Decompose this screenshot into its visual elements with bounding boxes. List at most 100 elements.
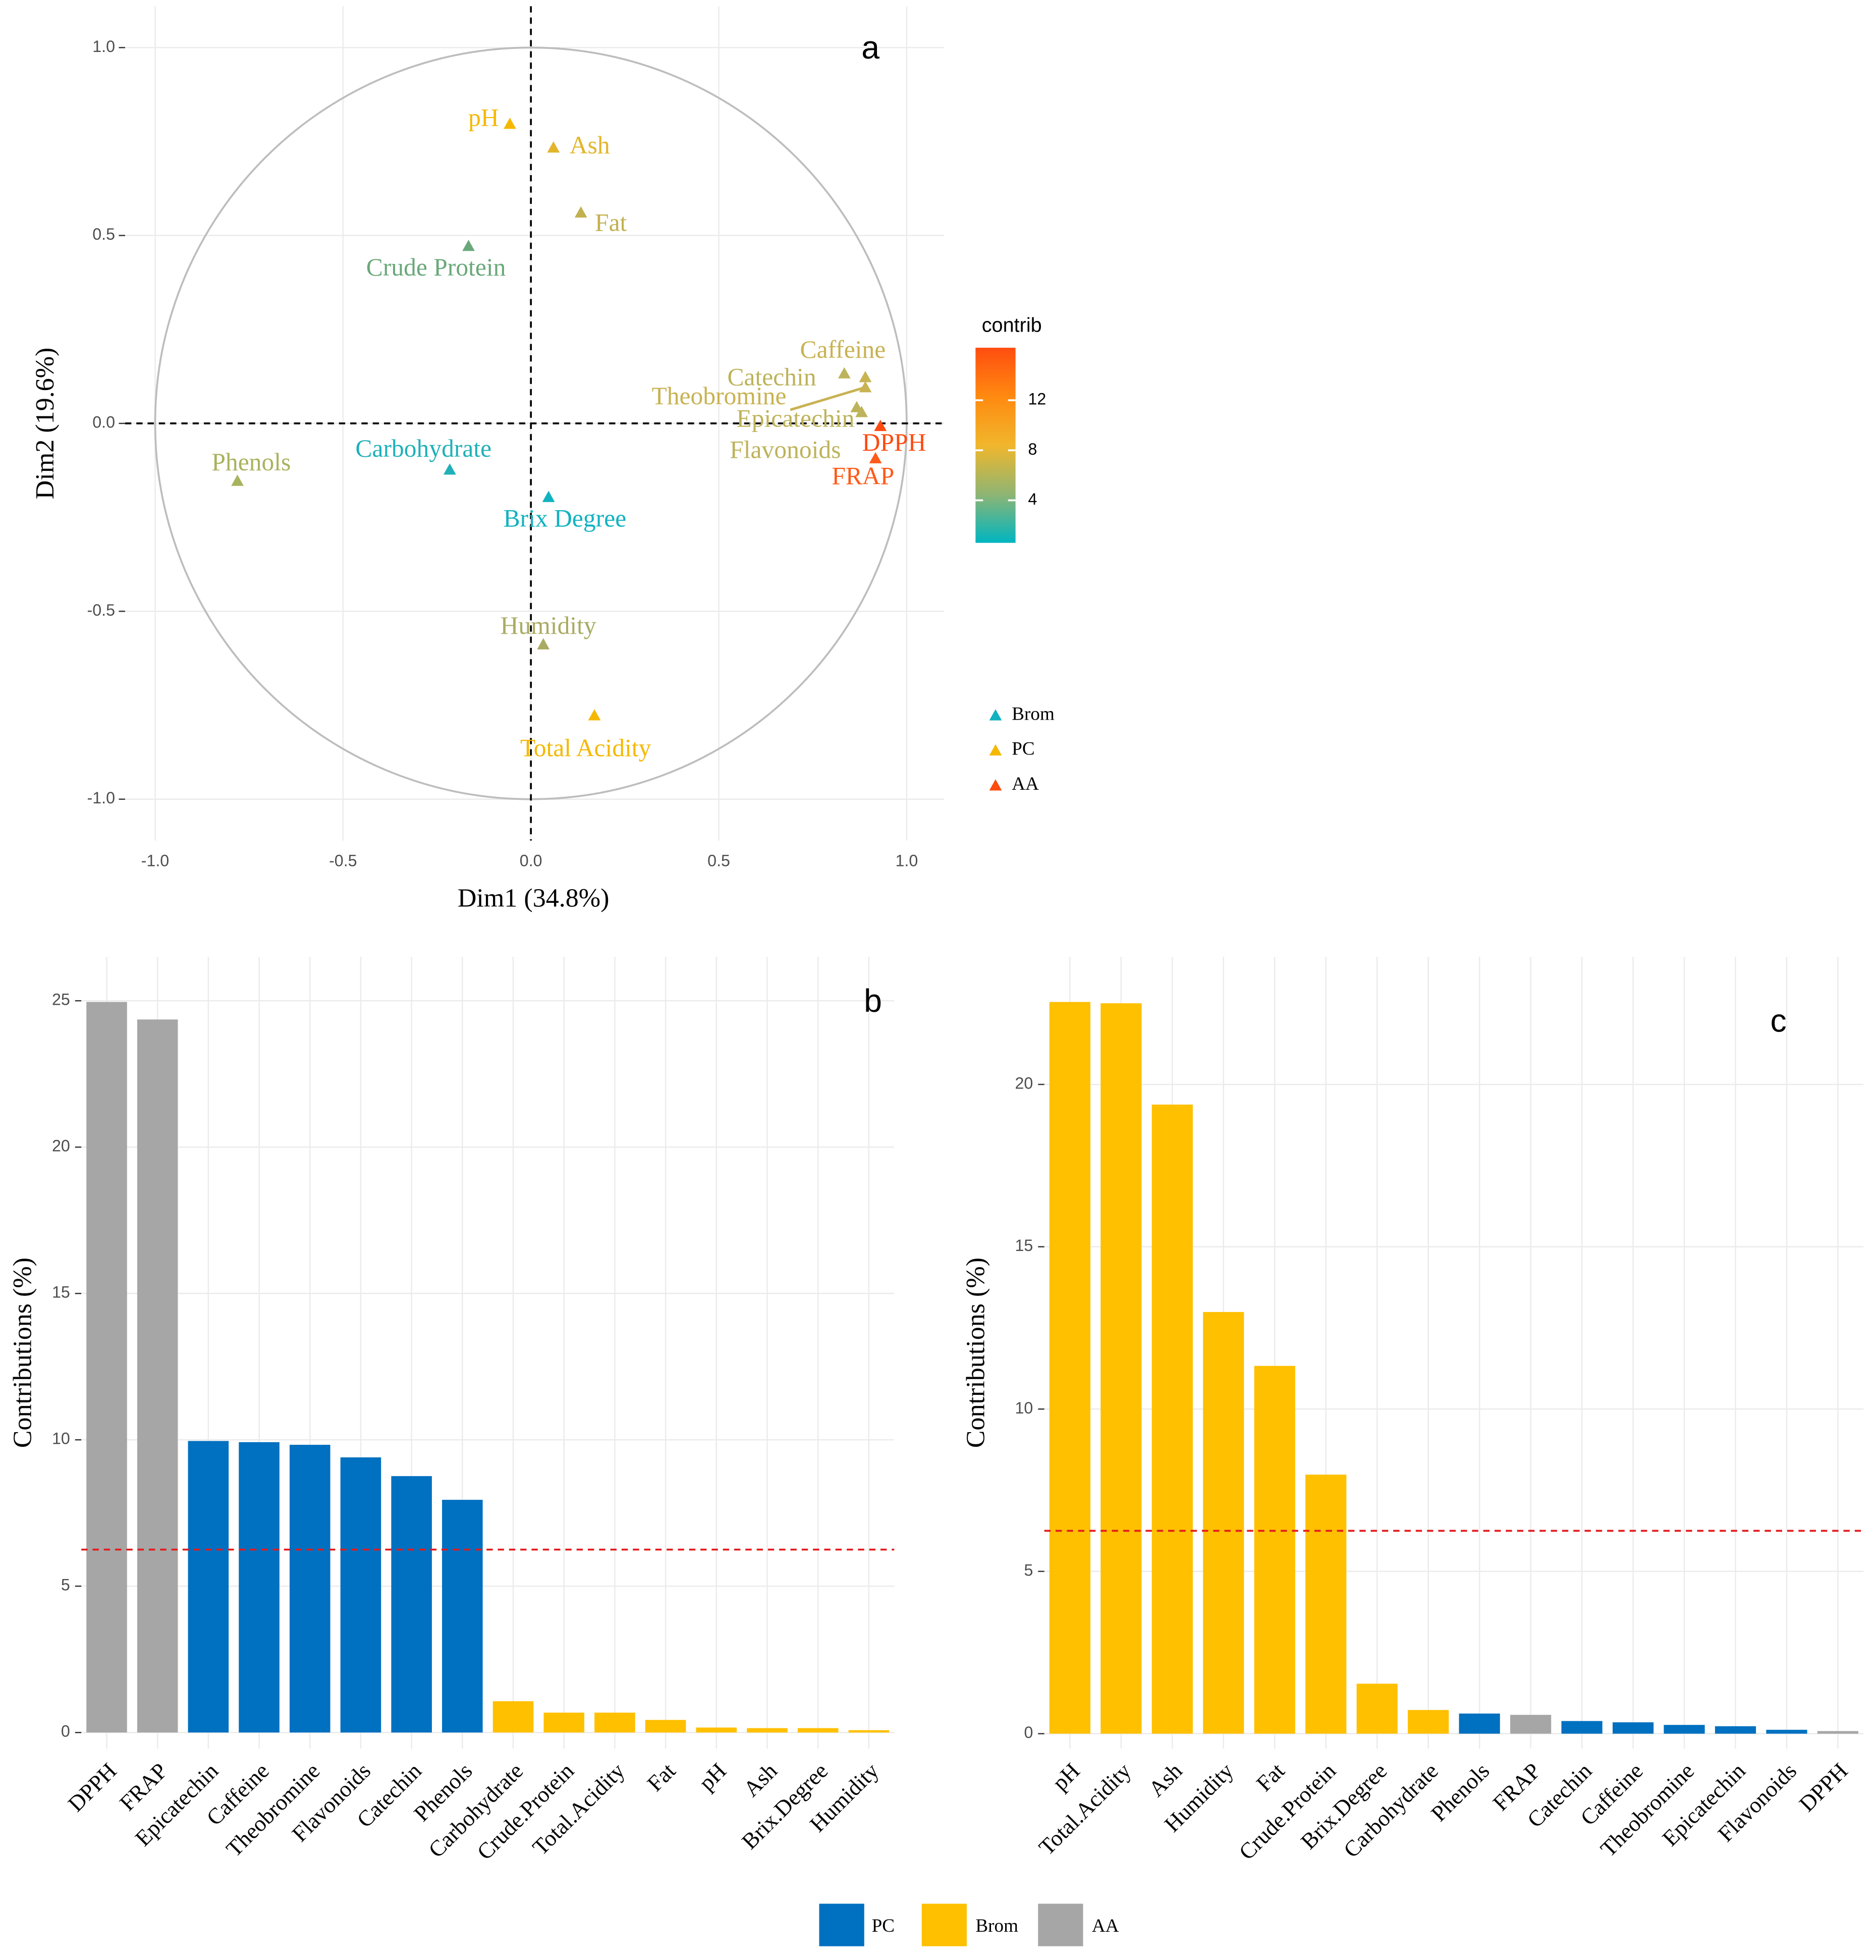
point	[231, 474, 244, 486]
point	[574, 206, 587, 218]
bar	[1151, 1104, 1193, 1734]
colorbar-tick-label: 4	[1028, 490, 1037, 508]
point-label: Brix Degree	[504, 504, 627, 532]
bar	[1766, 1729, 1807, 1734]
point-label: FRAP	[832, 462, 894, 489]
y-tick-label: 20	[1015, 1074, 1033, 1092]
y-tick-label: 15	[1015, 1236, 1033, 1255]
bar	[797, 1728, 839, 1733]
point	[588, 709, 601, 721]
point-label: DPPH	[862, 428, 926, 456]
point	[838, 367, 851, 378]
bar	[1203, 1312, 1244, 1734]
bar	[1612, 1722, 1654, 1734]
point-label: Theobromine	[651, 382, 786, 410]
x-tick-label: 0.5	[707, 851, 730, 869]
point	[859, 371, 872, 383]
bar	[340, 1457, 381, 1733]
panel-label: c	[1771, 1003, 1787, 1039]
bar	[645, 1720, 686, 1733]
point-label: Ash	[570, 131, 610, 159]
y-tick-label: -1.0	[87, 789, 116, 807]
point-label: Caffeine	[800, 336, 886, 363]
y-tick-label: 25	[52, 991, 70, 1009]
bar	[747, 1728, 788, 1733]
bar	[594, 1712, 635, 1733]
point-label: Flavonoids	[730, 435, 841, 463]
bar	[86, 1002, 127, 1733]
bar	[696, 1727, 737, 1733]
y-axis-title: Contributions (%)	[9, 1258, 37, 1448]
bar	[492, 1701, 534, 1733]
bar	[1408, 1710, 1449, 1734]
y-tick-label: 5	[61, 1576, 70, 1594]
y-tick-label: 10	[1015, 1399, 1033, 1417]
legend-label: AA	[1092, 1916, 1119, 1936]
legend-label: Brom	[1012, 703, 1055, 724]
colorbar	[975, 348, 1016, 543]
colorbar-title: contrib	[982, 314, 1042, 336]
bar	[289, 1445, 330, 1733]
bar	[1254, 1366, 1295, 1734]
bar	[442, 1500, 483, 1733]
bar	[1305, 1475, 1347, 1734]
y-tick-label: -0.5	[87, 601, 116, 619]
bar	[1356, 1683, 1398, 1734]
bar	[239, 1442, 280, 1733]
bar	[1715, 1726, 1756, 1734]
point-label: Phenols	[211, 448, 291, 476]
point	[855, 406, 868, 417]
y-tick-label: 15	[52, 1283, 70, 1301]
bar	[543, 1712, 585, 1733]
bar	[1664, 1725, 1705, 1734]
point-label: Humidity	[501, 612, 596, 639]
bar	[1100, 1003, 1142, 1734]
legend-swatch	[1038, 1903, 1083, 1946]
legend-swatch	[921, 1903, 967, 1946]
point	[462, 240, 475, 251]
colorbar-tick-label: 8	[1028, 440, 1037, 458]
point	[869, 452, 882, 464]
legend-swatch	[819, 1903, 864, 1946]
legend-label: Brom	[975, 1916, 1018, 1936]
point-label: Epicatechin	[736, 405, 854, 432]
bar	[1510, 1715, 1552, 1734]
point	[504, 118, 516, 129]
bar	[1561, 1721, 1603, 1734]
point	[443, 463, 456, 475]
y-tick-label: 5	[1024, 1561, 1033, 1579]
y-tick-label: 20	[52, 1137, 70, 1155]
bar	[848, 1730, 890, 1733]
point-label: Carbohydrate	[355, 434, 491, 462]
x-axis-title: Dim1 (34.8%)	[458, 884, 610, 913]
legend-label: PC	[1012, 739, 1034, 759]
bar	[1459, 1713, 1500, 1734]
bar	[391, 1476, 432, 1733]
y-axis-title: Contributions (%)	[961, 1258, 990, 1448]
legend-symbol	[989, 709, 1002, 721]
y-tick-label: 0.5	[92, 225, 115, 243]
y-axis-title: Dim2 (19.6%)	[31, 348, 60, 500]
legend-label: PC	[872, 1916, 895, 1936]
label-leader	[790, 386, 866, 411]
bar	[188, 1441, 229, 1733]
legend-label: AA	[1012, 774, 1039, 794]
point-label: Catechin	[727, 363, 816, 391]
panel-label: b	[864, 983, 882, 1019]
y-tick-label: 1.0	[92, 37, 115, 56]
panel-label: a	[861, 29, 879, 66]
bar	[1049, 1002, 1091, 1734]
y-tick-label: 10	[52, 1430, 70, 1448]
point-label: Crude Protein	[366, 253, 506, 281]
point	[859, 381, 872, 393]
y-tick-label: 0	[61, 1722, 70, 1740]
legend-symbol	[989, 779, 1002, 791]
x-tick-label: 1.0	[896, 851, 918, 869]
y-tick-label: 0.0	[92, 413, 115, 431]
bar	[1817, 1731, 1859, 1734]
y-tick-label: 0	[1024, 1723, 1033, 1741]
bar	[137, 1019, 178, 1733]
point	[874, 419, 887, 431]
